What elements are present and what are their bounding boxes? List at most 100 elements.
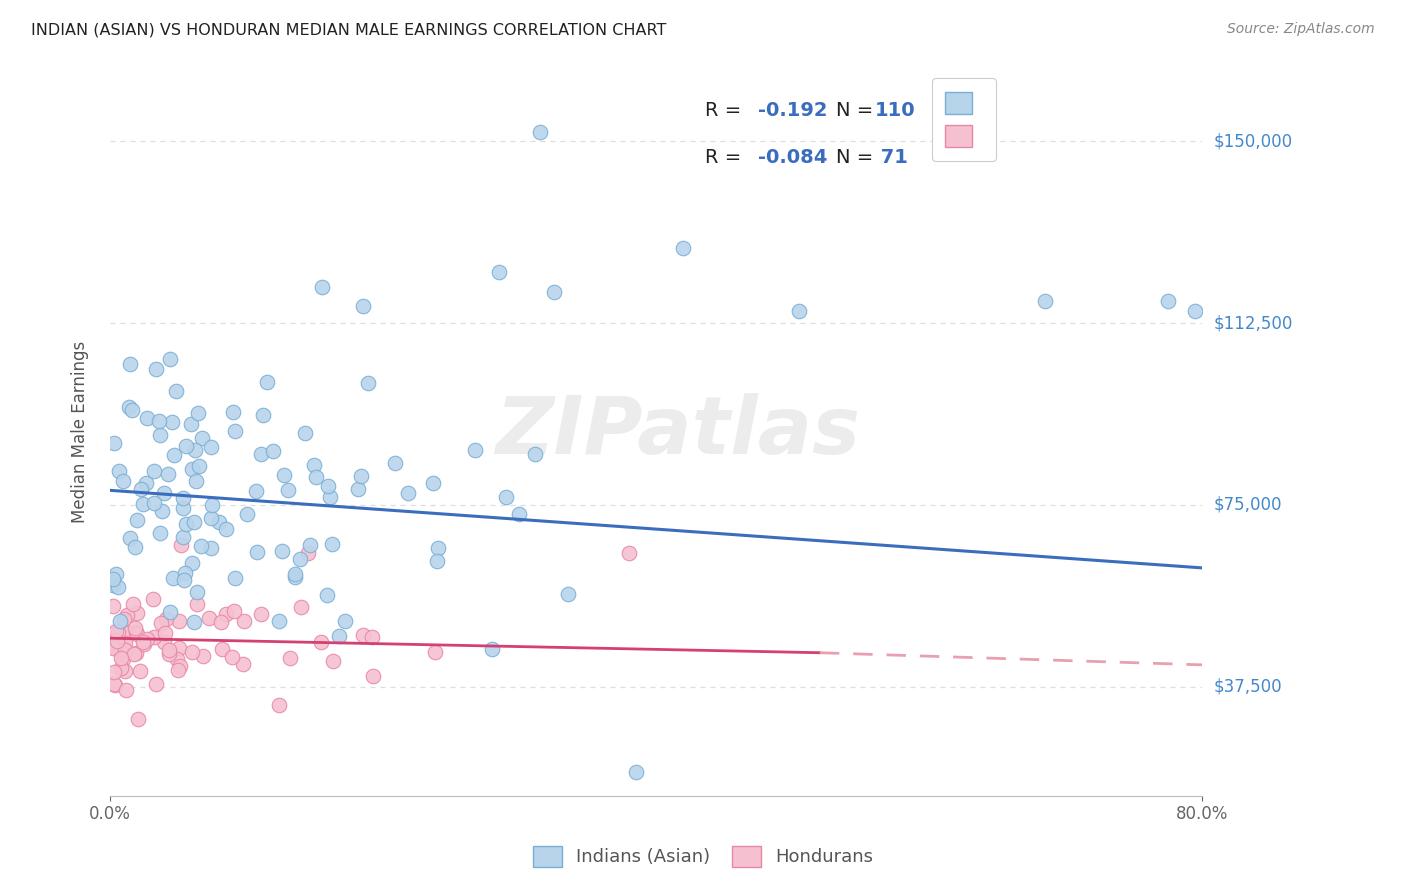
Point xyxy=(149,427,172,442)
Point xyxy=(294,426,316,441)
Point xyxy=(271,543,294,558)
Point xyxy=(165,384,187,398)
Point xyxy=(246,545,269,559)
Point xyxy=(187,458,209,473)
Point xyxy=(181,556,204,570)
Point xyxy=(464,442,486,457)
Point xyxy=(118,401,141,415)
Point xyxy=(125,646,148,660)
Text: -0.084: -0.084 xyxy=(758,148,827,167)
Point xyxy=(172,530,194,544)
Point xyxy=(101,641,124,656)
Point xyxy=(136,632,159,646)
Point xyxy=(104,640,127,654)
Legend: , : , xyxy=(932,78,995,161)
Point xyxy=(118,357,141,371)
Point xyxy=(297,546,319,560)
Point xyxy=(103,677,125,691)
Point xyxy=(169,659,191,673)
Point xyxy=(214,607,236,622)
Point xyxy=(127,627,149,641)
Point xyxy=(153,635,176,649)
Point xyxy=(107,580,129,594)
Point xyxy=(672,241,695,255)
Point xyxy=(427,541,450,555)
Point xyxy=(145,676,167,690)
Point xyxy=(104,567,127,582)
Point xyxy=(288,552,311,566)
Text: $150,000: $150,000 xyxy=(1213,132,1292,150)
Point xyxy=(305,470,328,484)
Text: 110: 110 xyxy=(875,101,915,120)
Point xyxy=(529,124,551,138)
Point xyxy=(101,578,124,592)
Point xyxy=(112,474,135,488)
Point xyxy=(1033,294,1056,309)
Point xyxy=(508,507,530,521)
Point xyxy=(167,614,190,628)
Point xyxy=(350,469,373,483)
Point xyxy=(224,604,246,618)
Point xyxy=(174,566,197,581)
Point xyxy=(311,279,333,293)
Point xyxy=(215,522,238,536)
Point xyxy=(114,665,136,679)
Point xyxy=(184,443,207,458)
Point xyxy=(103,665,125,679)
Point xyxy=(356,376,378,390)
Point xyxy=(200,541,222,555)
Point xyxy=(150,504,173,518)
Point xyxy=(162,571,184,585)
Point xyxy=(172,491,194,505)
Point xyxy=(352,299,374,313)
Point xyxy=(167,641,190,656)
Point xyxy=(319,490,342,504)
Point xyxy=(361,630,384,644)
Point xyxy=(426,554,449,568)
Point xyxy=(789,304,811,318)
Point xyxy=(252,408,274,422)
Point xyxy=(155,612,177,626)
Point xyxy=(209,615,232,630)
Point xyxy=(211,642,233,657)
Point xyxy=(135,476,157,491)
Point xyxy=(200,511,222,525)
Point xyxy=(166,651,188,665)
Point xyxy=(115,682,138,697)
Point xyxy=(117,625,139,640)
Point xyxy=(103,678,125,692)
Point xyxy=(617,546,640,560)
Point xyxy=(124,621,146,635)
Text: R =: R = xyxy=(706,101,748,120)
Point xyxy=(278,650,301,665)
Text: ZIPatlas: ZIPatlas xyxy=(495,393,860,471)
Point xyxy=(1184,304,1206,318)
Point xyxy=(224,424,246,438)
Point xyxy=(1157,294,1180,309)
Point xyxy=(384,456,406,470)
Point xyxy=(290,599,312,614)
Point xyxy=(557,587,579,601)
Text: $37,500: $37,500 xyxy=(1213,678,1282,696)
Point xyxy=(269,698,291,713)
Point xyxy=(352,628,374,642)
Point xyxy=(111,640,134,654)
Point xyxy=(132,497,155,511)
Point xyxy=(163,448,186,462)
Point xyxy=(127,712,149,726)
Point xyxy=(256,375,278,389)
Text: Source: ZipAtlas.com: Source: ZipAtlas.com xyxy=(1227,22,1375,37)
Point xyxy=(145,362,167,376)
Point xyxy=(333,614,356,628)
Point xyxy=(236,508,259,522)
Point xyxy=(173,573,195,587)
Point xyxy=(110,650,132,665)
Point xyxy=(122,647,145,661)
Point xyxy=(232,657,254,672)
Point xyxy=(174,516,197,531)
Point xyxy=(115,607,138,622)
Point xyxy=(167,664,190,678)
Point xyxy=(221,405,243,419)
Point xyxy=(108,643,131,657)
Point xyxy=(250,447,273,461)
